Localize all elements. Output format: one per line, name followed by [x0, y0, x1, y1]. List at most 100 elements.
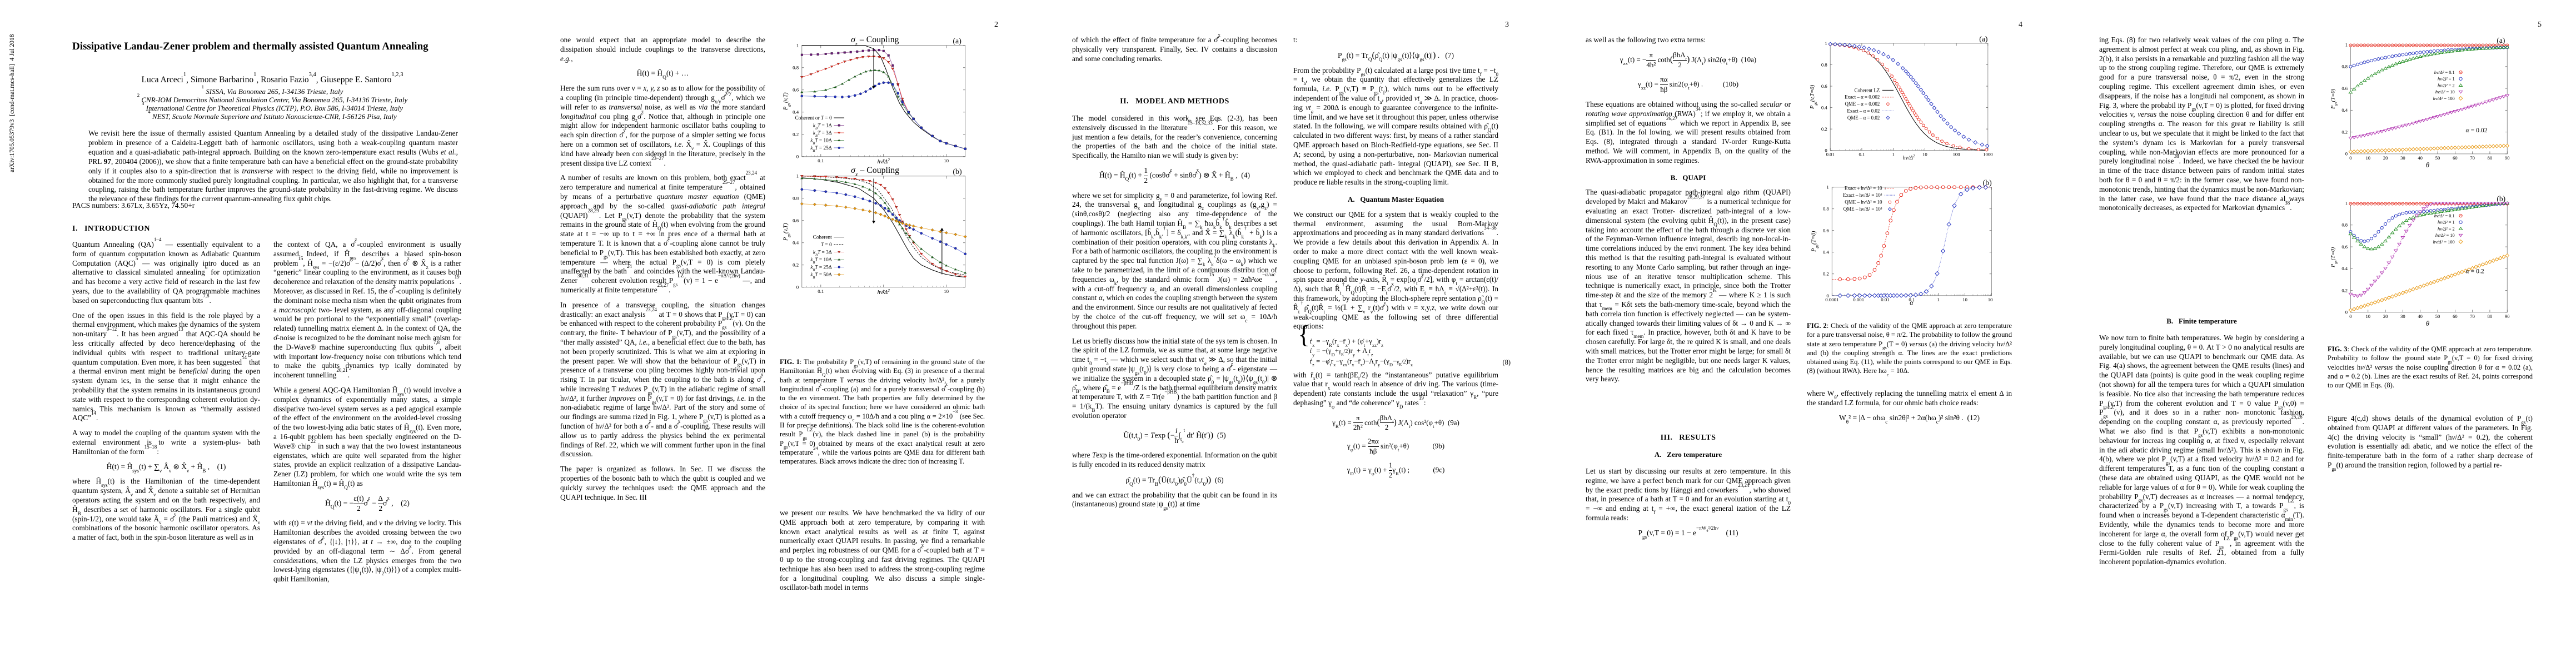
svg-text:0: 0	[2349, 155, 2351, 161]
svg-text:(a): (a)	[2497, 36, 2505, 44]
svg-text:0.8: 0.8	[1821, 62, 1828, 67]
svg-text:10: 10	[2365, 313, 2370, 319]
svg-text:0.2: 0.2	[2341, 129, 2348, 135]
svg-text:0.4: 0.4	[1821, 104, 1828, 110]
svg-text:0.8: 0.8	[793, 196, 799, 201]
svg-text:θ: θ	[2426, 320, 2429, 327]
svg-text:0.6: 0.6	[2341, 86, 2348, 91]
svg-text:30: 30	[2400, 313, 2405, 319]
svg-text:0.2: 0.2	[1823, 271, 1829, 277]
svg-text:0: 0	[2345, 151, 2348, 157]
svg-text:10: 10	[2365, 155, 2370, 161]
svg-text:0.1: 0.1	[1858, 152, 1865, 157]
svg-text:60: 60	[2453, 313, 2458, 319]
svg-text:0.4: 0.4	[2341, 266, 2348, 271]
svg-text:hν/Δ² = 2: hν/Δ² = 2	[2438, 226, 2455, 231]
svg-text:70: 70	[2470, 313, 2475, 319]
svg-text:kBT = 10Δ: kBT = 10Δ	[810, 138, 831, 145]
svg-text:0.2: 0.2	[793, 262, 799, 268]
svg-text:kBT = 3Δ: kBT = 3Δ	[813, 131, 832, 138]
svg-text:QME – hν/Δ² = 10: QME – hν/Δ² = 10	[1845, 200, 1882, 205]
svg-text:Pgs(T=0): Pgs(T=0)	[2330, 247, 2338, 268]
svg-text:Exact – α = 0.02: Exact – α = 0.02	[1847, 108, 1880, 113]
svg-text:kBT = 25Δ: kBT = 25Δ	[810, 146, 831, 153]
svg-text:Pgs(v,T=0): Pgs(v,T=0)	[1810, 84, 1818, 109]
svg-text:kBT = 1Δ: kBT = 1Δ	[813, 123, 832, 130]
svg-text:0.4: 0.4	[2341, 107, 2348, 113]
svg-text:20: 20	[2383, 313, 2388, 319]
svg-text:kBT = 50Δ: kBT = 50Δ	[810, 272, 831, 280]
svg-text:Pgs(T=0): Pgs(T=0)	[1811, 231, 1820, 252]
svg-text:(b): (b)	[1983, 179, 1992, 187]
svg-text:0.1: 0.1	[818, 158, 824, 163]
svg-text:hν/Δ² = 100: hν/Δ² = 100	[2433, 240, 2455, 245]
svg-text:0.0001: 0.0001	[1825, 297, 1838, 302]
svg-text:Coherent or T = 0: Coherent or T = 0	[795, 116, 833, 121]
svg-text:(b): (b)	[953, 168, 962, 176]
svg-text:hν/Δ² = 0.1: hν/Δ² = 0.1	[2434, 70, 2455, 75]
svg-text:(b): (b)	[2497, 195, 2505, 203]
svg-text:1: 1	[796, 43, 799, 48]
svg-text:0.8: 0.8	[2341, 222, 2348, 228]
svg-text:0.4: 0.4	[793, 240, 799, 246]
svg-text:10: 10	[944, 158, 949, 163]
svg-text:0.8: 0.8	[793, 65, 799, 71]
svg-text:50: 50	[2435, 155, 2440, 161]
svg-text:hν/Δ² = 100: hν/Δ² = 100	[2433, 96, 2455, 101]
svg-text:α = 0.02: α = 0.02	[2466, 127, 2488, 134]
svg-text:1: 1	[1937, 297, 1939, 302]
svg-text:T = 0: T = 0	[821, 242, 832, 248]
svg-text:0.6: 0.6	[1821, 83, 1828, 89]
svg-text:0.001: 0.001	[1853, 297, 1864, 302]
svg-text:90: 90	[2505, 313, 2510, 319]
svg-text:1: 1	[1826, 185, 1828, 190]
svg-text:(a): (a)	[1979, 34, 1987, 43]
svg-text:hν/Δ² = 0.1: hν/Δ² = 0.1	[2434, 213, 2455, 218]
svg-text:0.2: 0.2	[2341, 287, 2348, 293]
svg-text:20: 20	[2383, 155, 2388, 161]
svg-text:10: 10	[944, 288, 949, 294]
svg-text:hν/Δ² = 10: hν/Δ² = 10	[2435, 233, 2455, 238]
svg-text:0.2: 0.2	[793, 132, 799, 137]
svg-text:Exact – hν/Δ² = 10: Exact – hν/Δ² = 10	[1845, 186, 1882, 191]
svg-text:0.6: 0.6	[1823, 228, 1830, 233]
svg-text:0: 0	[2349, 313, 2351, 319]
svg-text:100: 100	[1988, 297, 1993, 302]
svg-text:0.6: 0.6	[793, 218, 799, 223]
svg-text:0.2: 0.2	[1821, 126, 1827, 132]
svg-text:hν/Δ² = 1: hν/Δ² = 1	[2438, 77, 2455, 82]
svg-text:Pgs(v,T): Pgs(v,T)	[783, 92, 791, 111]
svg-text:40: 40	[2418, 313, 2423, 319]
svg-text:Pgs(v,T): Pgs(v,T)	[783, 223, 791, 241]
svg-text:30: 30	[2400, 155, 2405, 161]
svg-text:1000: 1000	[1983, 152, 1993, 157]
svg-text:0.1: 0.1	[818, 288, 824, 294]
svg-text:1: 1	[1825, 41, 1827, 46]
svg-text:50: 50	[2435, 313, 2440, 319]
svg-text:0.6: 0.6	[2341, 244, 2348, 250]
svg-text:α = 0.2: α = 0.2	[2466, 268, 2484, 275]
svg-text:kBT = 10Δ: kBT = 10Δ	[810, 257, 831, 265]
svg-text:90: 90	[2505, 155, 2510, 161]
svg-text:θ: θ	[2426, 161, 2429, 169]
svg-text:0.4: 0.4	[793, 109, 799, 115]
svg-text:0: 0	[796, 285, 799, 290]
svg-text:0.01: 0.01	[1881, 297, 1889, 302]
svg-text:α: α	[1910, 298, 1914, 306]
svg-text:0.8: 0.8	[1823, 206, 1830, 212]
svg-text:kBT = 25Δ: kBT = 25Δ	[810, 265, 831, 272]
svg-text:Pgs(T=0): Pgs(T=0)	[2330, 89, 2338, 109]
svg-text:hν/Δ² = 2: hν/Δ² = 2	[2438, 83, 2455, 88]
svg-text:(a): (a)	[953, 37, 961, 46]
svg-text:0.4: 0.4	[1823, 250, 1830, 255]
svg-text:hν/Δ2: hν/Δ2	[1903, 153, 1915, 162]
svg-text:kBT = 3Δ: kBT = 3Δ	[813, 250, 832, 257]
svg-text:80: 80	[2488, 155, 2493, 161]
svg-text:0.8: 0.8	[2341, 64, 2348, 69]
svg-text:80: 80	[2488, 313, 2493, 319]
svg-text:0.6: 0.6	[793, 87, 799, 93]
svg-text:70: 70	[2470, 155, 2475, 161]
svg-text:100: 100	[1953, 152, 1961, 157]
svg-text:Exact – α = 0.002: Exact – α = 0.002	[1845, 94, 1880, 100]
svg-text:Exact – hν/Δ² = 10³: Exact – hν/Δ² = 10³	[1843, 192, 1882, 198]
